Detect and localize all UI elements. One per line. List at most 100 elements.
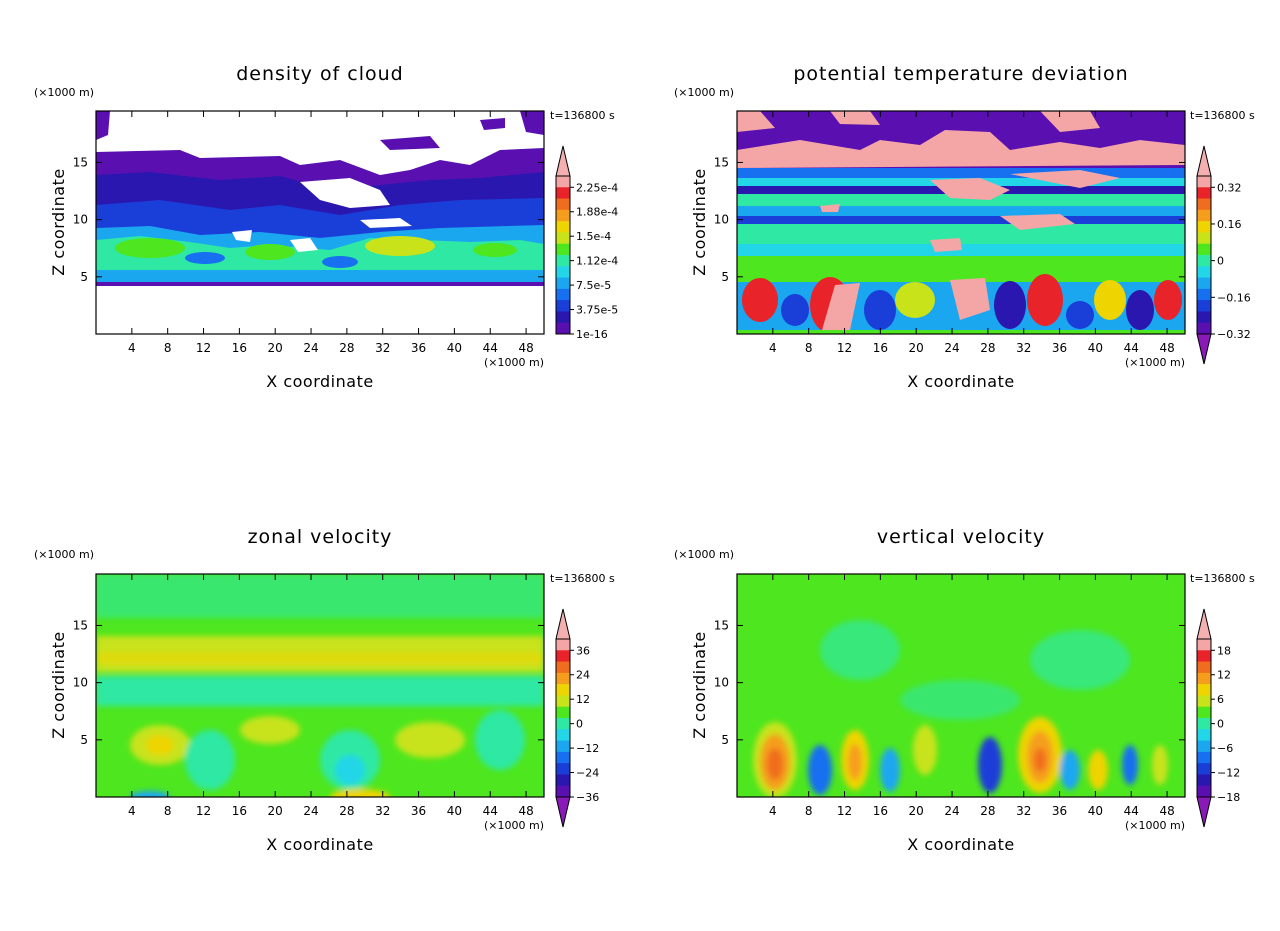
x-axis-title: X coordinate (907, 835, 1014, 854)
x-tick-label: 32 (375, 804, 390, 818)
x-ticks: 4 8 12 16 20 24 28 32 36 40 44 48 (769, 111, 1175, 355)
x-tick-label: 36 (1052, 804, 1067, 818)
colorbar-swatch (556, 266, 570, 279)
x-tick-label: 24 (303, 341, 318, 355)
colorbar-swatch (1197, 672, 1211, 685)
colorbar: 18 12 6 0 −6 −12 −18 (1196, 608, 1240, 828)
x-tick-label: 32 (1016, 804, 1031, 818)
colorbar-swatch (556, 695, 570, 708)
x-tick-label: 24 (944, 341, 959, 355)
panel-title: vertical velocity (877, 526, 1045, 548)
x-tick-label: 8 (164, 804, 172, 818)
panel-density-of-cloud: density of cloud (×1000 m) t=136800 s (34, 63, 618, 391)
colorbar-swatch (556, 785, 570, 798)
y-axis-title: Z coordinate (49, 168, 68, 275)
x-axis-title: X coordinate (907, 372, 1014, 391)
y-axis-title: Z coordinate (49, 631, 68, 738)
colorbar-swatch (1197, 763, 1211, 775)
x-tick-label: 32 (1016, 341, 1031, 355)
colorbar-bottom-triangle (1196, 796, 1212, 828)
colorbar-swatch (556, 763, 570, 775)
colorbar-bottom-triangle (1196, 333, 1212, 365)
colorbar-swatch (556, 288, 570, 301)
x-tick-label: 12 (196, 804, 211, 818)
x-tick-label: 40 (447, 341, 462, 355)
panel-title: density of cloud (236, 63, 404, 85)
colorbar-swatch (1197, 198, 1211, 211)
colorbar-swatch (1197, 650, 1211, 663)
time-label: t=136800 s (1190, 572, 1255, 585)
colorbar-label: −24 (576, 767, 599, 780)
x-tick-label: 28 (339, 804, 354, 818)
panel-vertical-velocity: vertical velocity (×1000 m) t=136800 s (674, 526, 1255, 854)
colorbar: 2.25e-4 1.88e-4 1.5e-4 1.12e-4 7.5e-5 3.75e-5… (555, 145, 618, 341)
colorbar-swatch (1197, 751, 1211, 764)
y-unit-label: (×1000 m) (34, 86, 94, 99)
colorbar-swatch (1197, 639, 1211, 651)
colorbar-swatch (1197, 232, 1211, 245)
colorbar-swatch (556, 639, 570, 651)
panel-potential-temperature-deviation: potential temperature deviation (×1000 m… (674, 63, 1255, 391)
x-tick-label: 20 (909, 804, 924, 818)
y-tick-label: 5 (80, 270, 88, 284)
colorbar-label: 0 (576, 718, 583, 731)
colorbar-top-triangle (1196, 145, 1212, 177)
plot-field (96, 574, 544, 797)
colorbar-label: 0 (1217, 718, 1224, 731)
colorbar-swatch (556, 300, 570, 312)
colorbar-swatch (1197, 706, 1211, 719)
x-tick-label: 48 (1159, 341, 1174, 355)
x-ticks: 4 8 12 16 20 24 28 32 36 40 44 48 (128, 574, 534, 818)
colorbar-swatch (1197, 255, 1211, 267)
colorbar-swatch (556, 650, 570, 663)
colorbar-top-triangle (555, 145, 571, 177)
colorbar-swatch (1197, 311, 1211, 324)
colorbar-label: 6 (1217, 693, 1224, 706)
colorbar-swatch (556, 740, 570, 753)
time-label: t=136800 s (1190, 109, 1255, 122)
colorbar-label: 2.25e-4 (576, 181, 618, 194)
colorbar-swatch (556, 684, 570, 696)
colorbar-swatch (556, 706, 570, 719)
colorbar-swatch (556, 751, 570, 764)
plot-frame (736, 573, 1186, 798)
x-tick-label: 16 (232, 341, 247, 355)
colorbar-swatch (556, 311, 570, 324)
colorbar-label: 36 (576, 644, 590, 657)
x-unit-label: (×1000 m) (484, 356, 544, 369)
x-unit-label: (×1000 m) (1125, 819, 1185, 832)
x-tick-label: 8 (164, 341, 172, 355)
colorbar-label: 1.12e-4 (576, 255, 618, 268)
colorbar-swatch (556, 187, 570, 200)
colorbar-swatch (556, 243, 570, 256)
colorbar-label: 12 (576, 693, 590, 706)
colorbar-label: 7.5e-5 (576, 279, 611, 292)
x-tick-label: 40 (1088, 804, 1103, 818)
x-tick-label: 44 (1124, 804, 1139, 818)
colorbar-label: 1.5e-4 (576, 230, 611, 243)
colorbar-swatch (1197, 322, 1211, 335)
plot-frame (95, 573, 545, 798)
x-tick-label: 28 (339, 341, 354, 355)
x-tick-label: 44 (1124, 341, 1139, 355)
colorbar-swatch (1197, 209, 1211, 222)
plot-field (96, 111, 544, 334)
x-tick-label: 20 (268, 341, 283, 355)
colorbar-swatch (1197, 774, 1211, 787)
plot-frame (736, 110, 1186, 335)
y-unit-label: (×1000 m) (674, 86, 734, 99)
plot-field (737, 574, 1185, 797)
colorbar-label: 1e-16 (576, 328, 608, 341)
colorbar-swatch (1197, 300, 1211, 312)
colorbar-label: −18 (1217, 791, 1240, 804)
colorbar-label: 18 (1217, 644, 1231, 657)
x-tick-label: 40 (1088, 341, 1103, 355)
colorbar-swatch (1197, 718, 1211, 730)
x-tick-label: 28 (980, 341, 995, 355)
time-label: t=136800 s (550, 109, 615, 122)
x-tick-label: 20 (268, 804, 283, 818)
x-tick-label: 16 (873, 804, 888, 818)
plot-field (737, 111, 1185, 334)
colorbar-swatch (556, 198, 570, 211)
